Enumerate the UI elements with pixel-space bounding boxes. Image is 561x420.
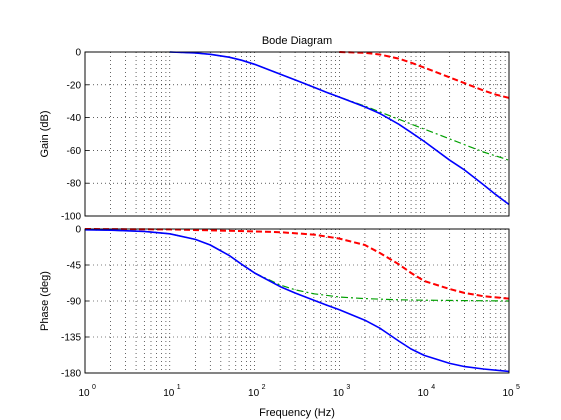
xtick-exponent: 2 xyxy=(262,384,266,391)
phase-plot-border xyxy=(84,228,510,374)
phase-ylabel: Phase (deg) xyxy=(39,271,51,331)
xtick-label: 10 xyxy=(248,388,260,399)
xtick-exponent: 0 xyxy=(92,384,96,391)
gain-ytick-label: 0 xyxy=(75,48,81,59)
xtick-label: 10 xyxy=(333,388,345,399)
xtick-label: 10 xyxy=(163,388,175,399)
xtick-exponent: 4 xyxy=(431,384,435,391)
gain-ytick-label: -60 xyxy=(67,146,82,157)
phase-series-line-3 xyxy=(84,229,510,373)
gain-plot-border xyxy=(84,51,510,217)
gain-series-line-1 xyxy=(339,51,510,99)
phase-ytick-label: 0 xyxy=(75,225,81,236)
phase-ytick-label: -135 xyxy=(61,333,81,344)
xtick-label: 10 xyxy=(78,388,90,399)
gain-ytick-label: -40 xyxy=(67,113,82,124)
xtick-label: 10 xyxy=(418,388,430,399)
gain-ytick-label: -100 xyxy=(61,212,81,223)
phase-ytick-label: -90 xyxy=(67,297,82,308)
gain-plot-panel: 0 -20 -40 -60 -80 -100 Bode Diagram Gain (dB) xyxy=(39,35,510,223)
phase-ytick-label: -45 xyxy=(67,261,82,272)
gain-series-line-3 xyxy=(169,51,510,206)
xtick-exponent: 3 xyxy=(346,384,350,391)
phase-series-line-1 xyxy=(84,228,510,300)
gain-ytick-label: -20 xyxy=(67,80,82,91)
phase-ytick-label: -180 xyxy=(61,369,81,380)
xlabel: Frequency (Hz) xyxy=(259,407,335,419)
xtick-exponent: 1 xyxy=(177,384,181,391)
gain-plot-area xyxy=(84,51,510,217)
gain-ytick-label: -80 xyxy=(67,179,82,190)
gain-ylabel: Gain (dB) xyxy=(39,110,51,157)
xtick-label: 10 xyxy=(502,388,514,399)
xtick-exponent: 5 xyxy=(516,384,520,391)
chart-title: Bode Diagram xyxy=(262,35,332,47)
